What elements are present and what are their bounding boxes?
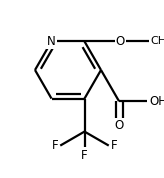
Text: F: F <box>52 139 58 152</box>
Text: O: O <box>116 35 125 48</box>
Text: F: F <box>111 139 117 152</box>
Text: OH: OH <box>149 95 164 108</box>
Text: N: N <box>47 35 56 48</box>
Text: CH₃: CH₃ <box>151 36 164 46</box>
Text: F: F <box>81 149 88 162</box>
Text: O: O <box>114 119 124 132</box>
